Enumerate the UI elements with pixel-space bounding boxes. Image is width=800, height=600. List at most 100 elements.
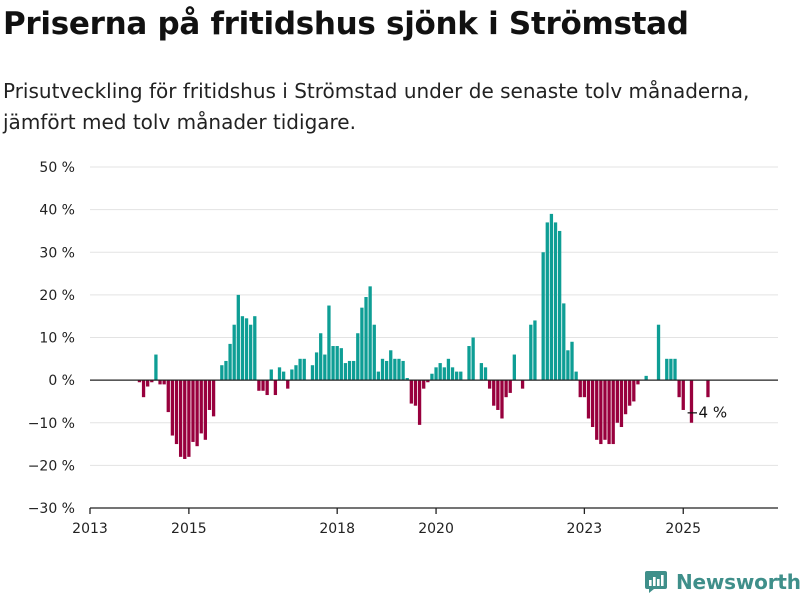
bar (187, 380, 191, 457)
grid-lines (90, 166, 778, 466)
bar (166, 380, 170, 413)
bar (619, 380, 624, 428)
bar (426, 380, 430, 383)
bar (483, 367, 488, 381)
bar (558, 230, 562, 381)
bar (314, 352, 319, 381)
bar (207, 380, 212, 410)
y-tick-label: −30 % (28, 501, 75, 517)
bar (471, 337, 475, 381)
bar (553, 222, 558, 381)
bar (228, 343, 232, 381)
y-tick-label: 30 % (39, 245, 75, 261)
bar (294, 365, 298, 381)
bar (360, 307, 364, 381)
bar (520, 380, 525, 389)
bar (492, 380, 496, 406)
newsworthy-logo: Newsworthy (644, 567, 800, 597)
bar (174, 380, 179, 445)
y-tick-label: 0 % (48, 373, 75, 389)
brand-name: Newsworthy (676, 570, 800, 594)
bar (281, 371, 286, 381)
bar (413, 380, 418, 406)
bar (384, 360, 389, 381)
bar (323, 354, 327, 381)
bar (623, 380, 628, 415)
bar (603, 380, 607, 440)
bar (586, 380, 591, 419)
bar (347, 360, 352, 381)
x-tick-label: 2018 (319, 521, 355, 537)
bar (607, 380, 611, 445)
chart-subtitle: Prisutveckling för fritidshus i Strömsta… (3, 79, 750, 134)
bar (442, 367, 446, 381)
bar (438, 363, 442, 381)
x-tick-label: 2023 (567, 521, 603, 537)
bar (277, 367, 282, 381)
bar (615, 380, 619, 423)
bar (352, 360, 356, 381)
bar (232, 324, 236, 381)
bar (508, 380, 512, 393)
bar (376, 371, 381, 381)
bar (331, 346, 335, 381)
bar (590, 380, 595, 428)
bar (302, 358, 306, 381)
bar (446, 358, 451, 381)
bar (286, 380, 290, 389)
y-tick-label: 40 % (39, 203, 75, 219)
bar (327, 305, 331, 381)
bar (599, 380, 603, 445)
bar (706, 380, 710, 398)
bar (273, 380, 278, 396)
bar (178, 380, 183, 457)
bar (335, 346, 339, 381)
bar (253, 316, 257, 381)
bar (137, 380, 142, 383)
x-tick-label: 2013 (72, 521, 108, 537)
x-axis: 2013 2015 2018 2020 2023 2025 (72, 379, 778, 537)
bar (141, 380, 146, 398)
bar (298, 358, 302, 381)
bar (504, 380, 508, 398)
bar (224, 360, 228, 381)
bar (636, 380, 640, 385)
bar (261, 380, 265, 391)
bar (203, 380, 208, 440)
bar (257, 380, 261, 391)
bar (434, 367, 438, 381)
bar (533, 320, 537, 381)
bar (236, 294, 240, 381)
value-annotation: −4 % (686, 404, 727, 422)
bar (677, 380, 681, 398)
bar (422, 380, 426, 389)
bar (541, 252, 545, 381)
bar (562, 303, 566, 381)
bar (339, 348, 343, 381)
x-tick-label: 2015 (171, 521, 207, 537)
annotations: −4 % (686, 404, 727, 422)
bar (578, 380, 582, 398)
bar (644, 375, 648, 381)
bar (220, 365, 224, 381)
bar (405, 377, 409, 381)
bars (137, 213, 710, 459)
bar (450, 367, 455, 381)
bar (500, 380, 504, 419)
bar (191, 380, 195, 442)
bar (595, 380, 599, 440)
bar (170, 380, 175, 436)
y-tick-label: 10 % (39, 331, 75, 347)
bar (372, 324, 376, 381)
bar (673, 358, 677, 381)
bar (150, 380, 154, 383)
bar (409, 380, 413, 404)
y-axis-labels: 50 % 40 % 30 % 20 % 10 % 0 % −10 % −20 % −30 % (28, 160, 75, 517)
bar (455, 371, 459, 381)
bar (265, 380, 269, 396)
bar (430, 373, 434, 381)
bar (290, 369, 294, 381)
bar (244, 318, 249, 381)
bar (368, 286, 372, 381)
bar (249, 324, 253, 381)
